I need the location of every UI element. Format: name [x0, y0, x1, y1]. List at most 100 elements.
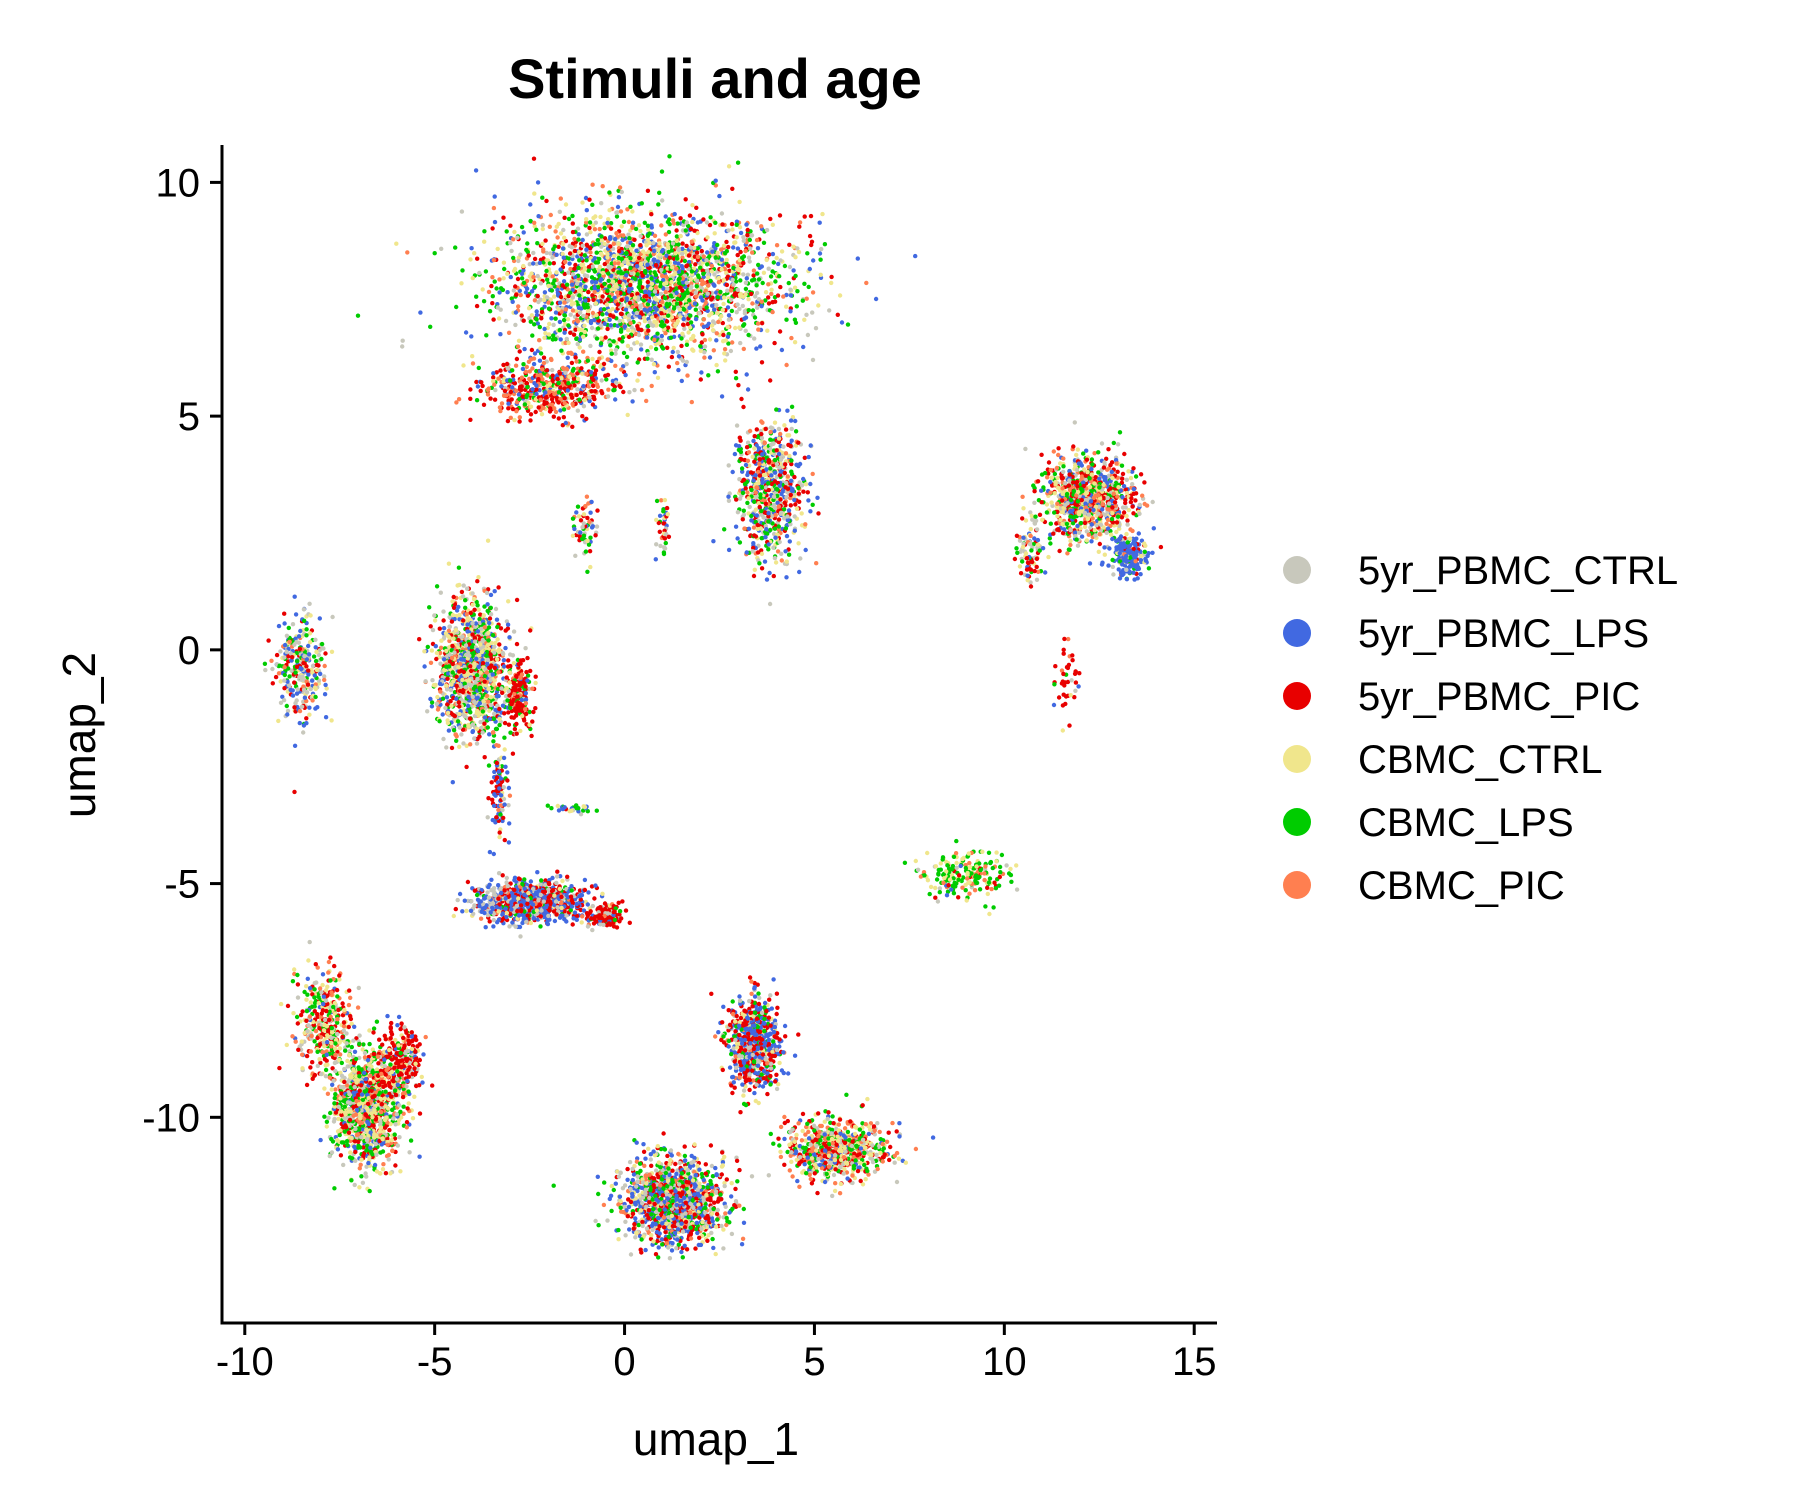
data-point — [1110, 475, 1115, 481]
data-point — [705, 268, 710, 273]
data-point — [501, 362, 506, 368]
data-point — [589, 325, 595, 331]
data-point — [732, 451, 738, 457]
data-point — [587, 549, 593, 554]
data-point — [627, 236, 632, 241]
data-point — [794, 304, 799, 309]
data-point — [484, 333, 489, 338]
data-point — [665, 242, 670, 247]
data-point — [674, 266, 679, 271]
data-point — [772, 299, 778, 304]
data-point — [590, 264, 595, 269]
data-point — [624, 296, 629, 301]
data-point — [580, 525, 585, 530]
data-point — [590, 402, 596, 407]
data-point — [538, 346, 543, 351]
data-point — [1079, 497, 1084, 503]
data-point — [537, 260, 543, 266]
data-point — [576, 265, 581, 271]
data-point — [597, 349, 602, 355]
data-point — [913, 253, 918, 259]
data-point — [1121, 484, 1127, 489]
data-point — [666, 364, 671, 369]
data-point — [751, 268, 757, 273]
data-point — [777, 483, 782, 488]
data-point — [589, 499, 594, 505]
data-point — [630, 399, 635, 404]
data-point — [615, 204, 621, 210]
data-point — [1131, 486, 1137, 492]
data-point — [678, 216, 683, 221]
data-point — [694, 205, 699, 210]
data-point — [621, 350, 627, 356]
data-point — [752, 336, 757, 341]
data-point — [809, 242, 814, 248]
data-point — [1124, 490, 1130, 496]
data-point — [1109, 469, 1115, 475]
data-point — [726, 498, 732, 503]
data-point — [744, 222, 749, 227]
data-point — [1127, 536, 1133, 541]
data-point — [774, 407, 779, 412]
data-point — [636, 372, 642, 377]
data-point — [1119, 463, 1125, 468]
data-point — [661, 551, 667, 557]
data-point — [607, 190, 612, 195]
data-point — [678, 307, 683, 312]
data-point — [820, 211, 825, 217]
data-point — [549, 316, 554, 321]
data-point — [528, 412, 534, 417]
data-point — [612, 261, 618, 266]
data-point — [1131, 511, 1136, 516]
data-point — [584, 494, 590, 499]
data-point — [752, 533, 757, 538]
data-point — [1130, 482, 1135, 487]
data-point — [580, 237, 585, 243]
data-point — [759, 566, 765, 571]
data-point — [760, 477, 765, 482]
data-point — [614, 210, 619, 215]
data-point — [724, 239, 729, 245]
data-point — [572, 236, 577, 242]
data-point — [1142, 549, 1148, 554]
data-point — [736, 447, 742, 453]
data-point — [537, 324, 542, 330]
data-point — [512, 417, 517, 423]
data-point — [674, 238, 679, 243]
data-point — [657, 190, 662, 195]
data-point — [771, 545, 776, 550]
data-point — [531, 156, 537, 161]
data-point — [635, 378, 640, 383]
data-point — [644, 243, 649, 248]
data-point — [813, 326, 819, 331]
data-point — [645, 262, 650, 267]
data-point — [741, 260, 746, 266]
data-point — [788, 309, 793, 314]
data-point — [628, 265, 633, 271]
data-point — [554, 270, 559, 275]
data-point — [583, 298, 588, 303]
data-point — [797, 224, 802, 229]
data-point — [701, 324, 707, 329]
data-point — [778, 284, 783, 290]
data-point — [752, 446, 757, 451]
data-point — [745, 387, 751, 392]
data-point — [660, 346, 666, 351]
data-point — [750, 308, 756, 313]
data-point — [775, 293, 781, 298]
data-point — [719, 267, 724, 272]
data-point — [704, 305, 709, 310]
data-point — [591, 377, 596, 383]
data-point — [544, 258, 549, 263]
data-point — [737, 306, 742, 312]
data-point — [1084, 457, 1090, 462]
data-point — [581, 334, 586, 339]
data-point — [606, 278, 611, 283]
data-point — [763, 535, 768, 540]
data-point — [739, 396, 744, 402]
data-point — [810, 502, 815, 507]
data-point — [690, 335, 695, 341]
data-point — [808, 509, 813, 514]
data-point — [697, 311, 702, 316]
data-point — [686, 253, 692, 258]
